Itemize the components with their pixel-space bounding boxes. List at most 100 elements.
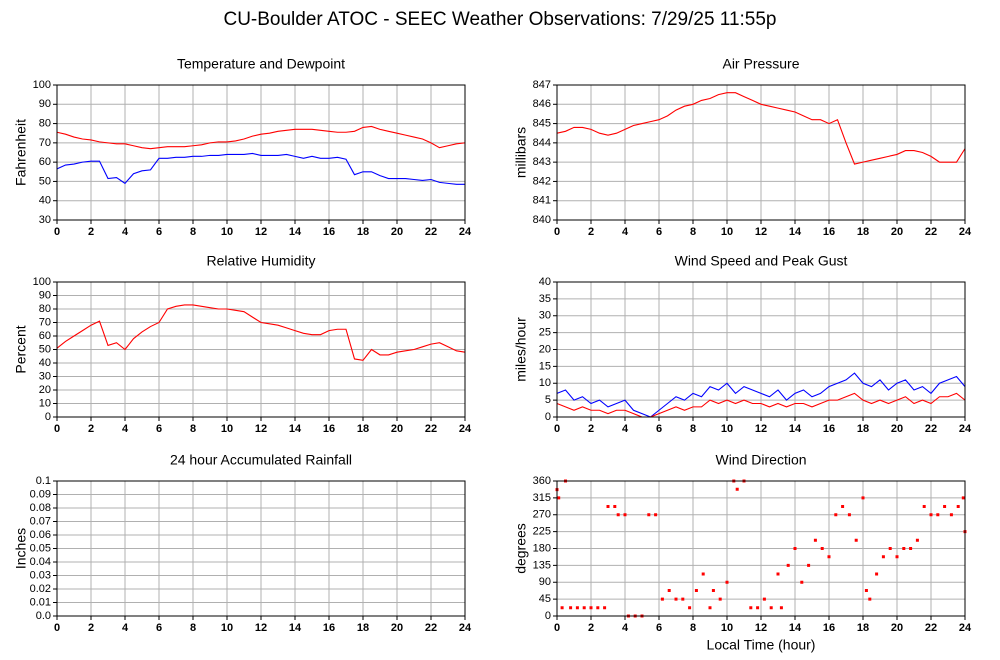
x-tick-label: 6	[156, 622, 162, 634]
x-tick-label: 8	[190, 423, 196, 435]
y-tick-label: 40	[539, 276, 551, 288]
data-point	[902, 547, 906, 550]
chart-title: Relative Humidity	[207, 253, 316, 269]
x-tick-label: 12	[255, 226, 267, 238]
x-tick-label: 16	[823, 622, 835, 634]
data-point	[735, 487, 739, 491]
x-tick-label: 4	[622, 622, 629, 634]
y-tick-label: 0.0	[36, 610, 51, 622]
y-tick-label: 60	[39, 156, 51, 168]
x-tick-label: 2	[88, 226, 94, 238]
chart-title: Wind Direction	[715, 452, 806, 468]
x-tick-label: 4	[122, 423, 129, 435]
x-tick-label: 12	[755, 622, 767, 634]
x-tick-label: 16	[323, 423, 335, 435]
x-tick-label: 6	[656, 423, 662, 435]
data-point	[616, 513, 620, 517]
x-tick-label: 10	[721, 226, 733, 238]
data-point	[623, 513, 627, 517]
y-tick-label: 0	[545, 411, 551, 423]
data-point	[813, 538, 817, 542]
y-axis-label: Fahrenheit	[13, 119, 29, 186]
chart-title: Air Pressure	[722, 56, 799, 72]
data-point	[943, 505, 947, 508]
y-tick-label: 225	[533, 526, 551, 538]
data-point	[725, 580, 729, 584]
data-point	[701, 572, 705, 576]
data-point	[888, 547, 892, 550]
x-tick-label: 14	[789, 226, 802, 238]
x-tick-label: 0	[554, 226, 560, 238]
data-point	[596, 606, 600, 610]
x-tick-label: 24	[959, 622, 972, 634]
data-point	[613, 505, 617, 508]
y-tick-label: 90	[39, 289, 51, 301]
x-tick-label: 20	[391, 622, 403, 634]
y-tick-label: 0	[545, 610, 551, 622]
x-tick-label: 22	[925, 423, 937, 435]
data-point	[922, 505, 926, 508]
x-tick-label: 18	[857, 622, 869, 634]
data-point	[589, 606, 593, 610]
data-point	[779, 606, 783, 610]
x-tick-label: 8	[690, 226, 696, 238]
y-tick-label: 0.05	[30, 542, 51, 554]
data-point	[674, 597, 678, 601]
x-tick-label: 24	[459, 622, 472, 634]
x-tick-label: 6	[656, 226, 662, 238]
data-point	[786, 563, 790, 567]
x-tick-label: 10	[221, 622, 233, 634]
x-tick-label: 20	[891, 622, 903, 634]
data-line	[56, 125, 466, 150]
x-tick-label: 2	[88, 423, 94, 435]
data-line	[556, 372, 966, 418]
data-point	[864, 589, 868, 592]
x-tick-label: 16	[823, 423, 835, 435]
data-point	[776, 572, 780, 576]
x-tick-label: 14	[289, 226, 302, 238]
plot-frame	[556, 281, 966, 418]
chart-title: Temperature and Dewpoint	[177, 56, 345, 72]
data-point	[603, 606, 607, 610]
x-tick-label: 8	[190, 622, 196, 634]
y-axis-label: miles/hour	[513, 317, 529, 382]
x-tick-label: 0	[54, 622, 60, 634]
data-point	[762, 597, 766, 601]
x-tick-label: 10	[721, 622, 733, 634]
y-tick-label: 5	[545, 394, 551, 406]
data-point	[875, 572, 879, 576]
x-tick-label: 20	[891, 423, 903, 435]
x-tick-label: 2	[588, 423, 594, 435]
data-point	[769, 606, 773, 610]
x-tick-label: 18	[357, 226, 369, 238]
data-point	[841, 505, 845, 508]
y-tick-label: 15	[539, 360, 551, 372]
x-tick-label: 12	[755, 226, 767, 238]
y-tick-label: 0.09	[30, 488, 51, 500]
y-tick-label: 50	[39, 343, 51, 355]
page-title: CU-Boulder ATOC - SEEC Weather Observati…	[223, 9, 776, 30]
data-point	[582, 606, 586, 610]
x-tick-label: 16	[823, 226, 835, 238]
x-tick-label: 0	[554, 622, 560, 634]
x-tick-label: 10	[721, 423, 733, 435]
data-point	[606, 505, 610, 508]
y-tick-label: 0.1	[36, 475, 51, 487]
y-tick-label: 0.06	[30, 529, 51, 541]
y-tick-label: 0.03	[30, 569, 51, 581]
x-tick-label: 2	[88, 622, 94, 634]
data-point	[575, 606, 579, 610]
chart-title: 24 hour Accumulated Rainfall	[170, 452, 352, 468]
y-tick-label: 0.02	[30, 583, 51, 595]
x-tick-label: 0	[554, 423, 560, 435]
y-tick-label: 0	[45, 411, 51, 423]
x-tick-label: 6	[656, 622, 662, 634]
data-point	[807, 563, 811, 567]
x-tick-label: 4	[622, 423, 629, 435]
x-axis-label: Local Time (hour)	[707, 637, 816, 653]
data-point	[881, 555, 885, 559]
data-point	[647, 513, 651, 517]
x-tick-label: 24	[459, 423, 472, 435]
x-tick-label: 14	[789, 622, 802, 634]
